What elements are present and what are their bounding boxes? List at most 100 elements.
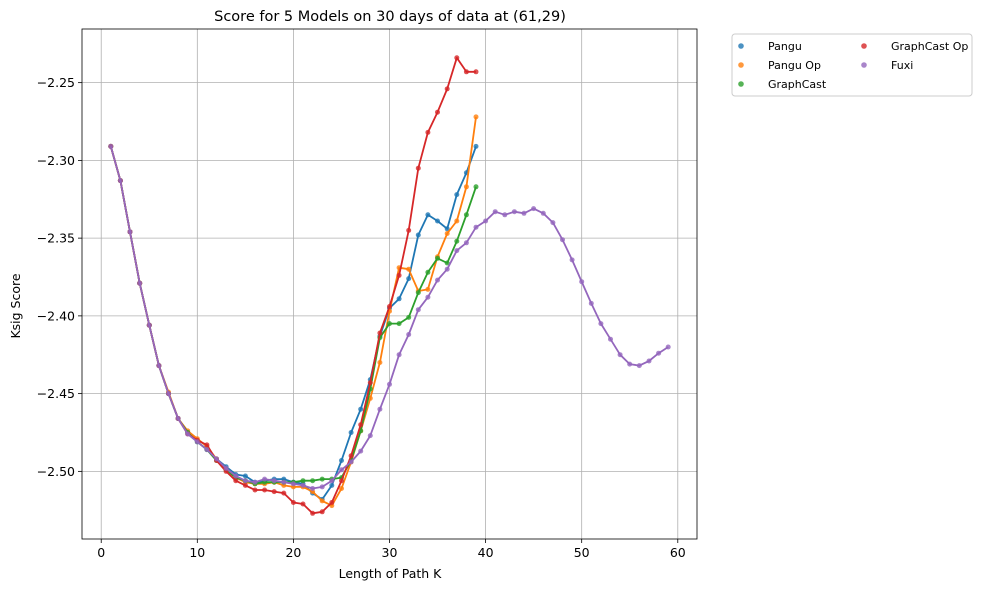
data-point	[406, 276, 412, 282]
data-point	[137, 280, 143, 286]
data-point	[415, 232, 421, 238]
data-point	[396, 272, 402, 278]
data-point	[454, 192, 460, 198]
data-point	[290, 500, 296, 505]
data-point	[271, 478, 277, 484]
data-point	[396, 352, 402, 358]
data-point	[348, 430, 354, 435]
x-tick-label: 50	[574, 545, 590, 560]
data-point	[444, 231, 450, 236]
data-point	[108, 143, 114, 149]
data-point	[511, 209, 517, 215]
series-fuxi	[108, 143, 671, 491]
x-tick-label: 0	[97, 545, 105, 560]
legend-label: Pangu Op	[768, 59, 821, 72]
data-point	[204, 442, 210, 448]
data-point	[367, 380, 373, 386]
data-point	[463, 240, 469, 246]
data-point	[444, 86, 450, 92]
grid	[82, 29, 697, 539]
data-point	[425, 129, 431, 135]
data-point	[329, 500, 335, 505]
data-point	[156, 363, 162, 369]
x-tick-label: 10	[189, 545, 205, 560]
data-point	[290, 481, 296, 487]
data-point	[358, 406, 364, 412]
data-point	[281, 490, 287, 496]
data-point	[358, 422, 364, 428]
legend-item: Fuxi	[861, 59, 913, 72]
data-point	[252, 487, 258, 493]
data-point	[223, 465, 229, 471]
data-point	[348, 459, 354, 465]
data-point	[377, 330, 383, 336]
data-point	[531, 206, 537, 212]
data-point	[242, 478, 248, 484]
data-point	[319, 509, 325, 515]
data-point	[339, 458, 344, 463]
data-point	[463, 69, 469, 75]
legend-item: GraphCast Op	[861, 40, 968, 53]
data-point	[300, 478, 306, 484]
data-point	[166, 391, 171, 397]
data-point	[242, 473, 248, 479]
y-axis: −2.25 −2.30 −2.35 −2.40 −2.45 −2.50	[37, 75, 82, 479]
data-point	[483, 218, 489, 224]
data-point	[502, 212, 508, 218]
y-tick-label: −2.40	[37, 308, 75, 323]
x-tick-label: 60	[670, 545, 686, 560]
data-point	[319, 476, 325, 482]
data-point	[608, 336, 613, 342]
data-point	[117, 178, 123, 184]
data-point	[396, 321, 402, 327]
data-point	[454, 238, 460, 244]
data-point	[415, 290, 421, 296]
data-point	[588, 300, 594, 306]
data-point	[339, 467, 344, 473]
legend-item: GraphCast	[738, 78, 827, 91]
data-point	[281, 479, 287, 485]
data-point	[339, 486, 344, 491]
data-point	[214, 456, 219, 462]
legend-item: Pangu	[738, 40, 802, 53]
data-point	[387, 381, 392, 387]
data-point	[415, 165, 421, 171]
data-point	[377, 360, 383, 365]
legend-label: GraphCast Op	[891, 40, 968, 53]
data-point	[367, 433, 373, 439]
data-point	[569, 257, 575, 263]
legend-marker	[861, 62, 867, 68]
x-tick-label: 40	[478, 545, 494, 560]
data-point	[348, 453, 354, 459]
data-point	[473, 143, 479, 149]
legend-frame	[731, 33, 973, 97]
data-point	[300, 482, 306, 488]
data-point	[473, 69, 479, 75]
data-point	[492, 209, 498, 215]
data-point	[579, 279, 585, 285]
data-point	[339, 478, 344, 484]
data-point	[627, 361, 633, 367]
legend-item: Pangu Op	[738, 59, 821, 72]
data-point	[617, 352, 623, 358]
data-point	[396, 296, 402, 302]
data-point	[435, 109, 440, 115]
data-point	[329, 478, 335, 484]
data-point	[425, 294, 431, 300]
data-point	[310, 510, 316, 516]
data-point	[425, 269, 431, 275]
x-tick-label: 20	[285, 545, 301, 560]
x-axis-label: Length of Path K	[339, 566, 443, 581]
legend-marker	[861, 43, 867, 49]
data-point	[454, 248, 460, 254]
legend-label: Pangu	[768, 40, 802, 53]
chart-title: Score for 5 Models on 30 days of data at…	[214, 9, 566, 25]
data-point	[463, 212, 469, 218]
data-point	[444, 266, 450, 272]
data-point	[560, 237, 565, 243]
data-point	[329, 482, 335, 488]
data-point	[387, 321, 392, 327]
data-point	[127, 229, 133, 235]
data-point	[425, 286, 431, 292]
